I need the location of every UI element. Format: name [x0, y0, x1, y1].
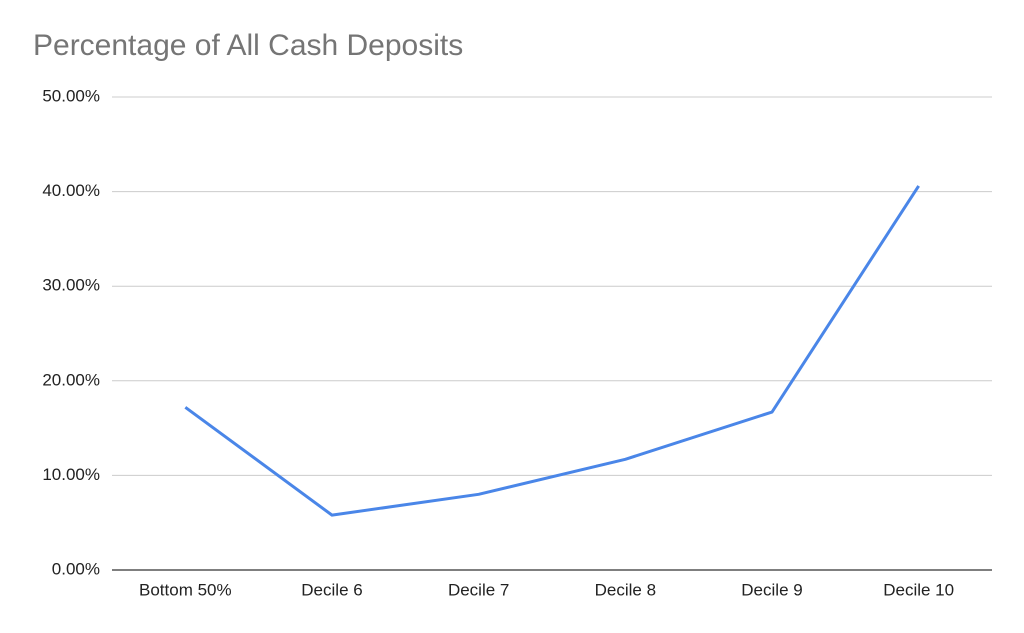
y-tick-label: 50.00%: [42, 86, 100, 105]
x-tick-label: Decile 8: [595, 580, 656, 599]
x-tick-label: Decile 6: [301, 580, 362, 599]
y-tick-label: 30.00%: [42, 276, 100, 295]
data-line: [184, 185, 920, 517]
x-tick-label: Bottom 50%: [139, 580, 232, 599]
x-tick-label: Decile 7: [448, 580, 509, 599]
y-tick-label: 20.00%: [42, 370, 100, 389]
y-tick-label: 40.00%: [42, 181, 100, 200]
y-tick-label: 10.00%: [42, 465, 100, 484]
x-tick-label: Decile 10: [883, 580, 954, 599]
y-tick-label: 0.00%: [52, 559, 100, 578]
chart-title: Percentage of All Cash Deposits: [33, 29, 463, 62]
x-tick-label: Decile 9: [741, 580, 802, 599]
